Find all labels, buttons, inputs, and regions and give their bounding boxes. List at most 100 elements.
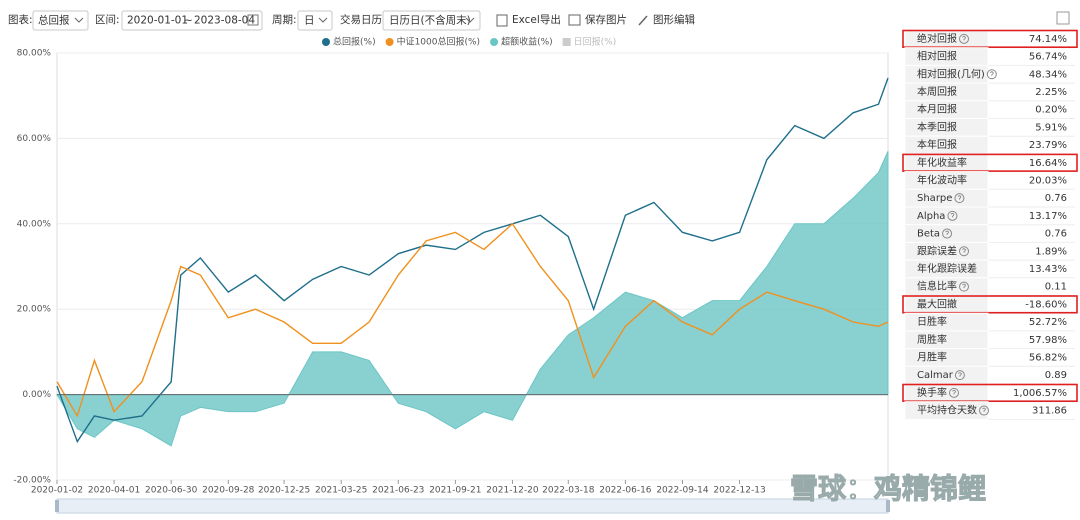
calendar-value[interactable]: 日历日(不含周末): [389, 14, 471, 27]
metric-value: 56.82%: [1029, 352, 1067, 363]
legend: 总回报(%) 中证1000总回报(%) 超额收益(%) 日回报(%): [322, 36, 616, 48]
metric-label: Calmar: [917, 370, 954, 381]
period-value[interactable]: 日: [304, 15, 315, 27]
save-image[interactable]: 保存图片: [585, 13, 627, 26]
chart-select[interactable]: [32, 10, 89, 31]
help-icon[interactable]: [942, 228, 953, 239]
help-icon[interactable]: [986, 69, 997, 80]
legend-label[interactable]: 日回报(%): [574, 36, 617, 48]
help-mark: [962, 283, 966, 289]
metric-value: 16.64%: [1029, 158, 1067, 169]
x-tick-label: 2020-12-25: [258, 486, 310, 496]
metric-value: 48.34%: [1029, 69, 1067, 80]
legend-swatch[interactable]: [562, 38, 571, 46]
metric-label: 最大回撤: [917, 297, 957, 310]
metric-label: 本月回报: [917, 103, 957, 116]
metric-label: 跟踪误差: [917, 244, 957, 257]
edit-chart[interactable]: 图形编辑: [653, 13, 695, 26]
metric-value: 1.89%: [1035, 246, 1067, 257]
metric-value: 23.79%: [1029, 140, 1067, 151]
date-range[interactable]: [121, 10, 263, 31]
y-tick-label: 80.00%: [17, 49, 52, 59]
metrics-panel: 绝对回报 74.14% 相对回报 56.74% 相对回报(几何) 48.34% 本周回报 2.…: [902, 29, 1078, 420]
calendar-label: 交易日历:: [340, 13, 386, 26]
legend-label[interactable]: 中证1000总回报(%): [397, 36, 480, 48]
y-tick-label: 40.00%: [17, 219, 52, 229]
help-icon[interactable]: [947, 210, 958, 221]
metric-value: 74.14%: [1029, 34, 1067, 45]
start-date[interactable]: 2020-01-01: [127, 15, 188, 27]
metric-value: 0.20%: [1035, 105, 1067, 116]
help-icon[interactable]: [979, 405, 989, 416]
chart-label: 图表:: [8, 13, 33, 26]
legend-swatch[interactable]: [385, 38, 394, 46]
image-icon[interactable]: [568, 14, 581, 26]
metric-label: 年化跟踪误差: [917, 262, 977, 275]
metric-value: 56.74%: [1029, 52, 1067, 63]
metric-label: 相对回报(几何): [917, 67, 985, 80]
period-select[interactable]: [297, 10, 333, 31]
metric-value: 0.76: [1045, 229, 1067, 240]
help-icon[interactable]: [949, 387, 959, 398]
expand-icon[interactable]: [1056, 11, 1070, 25]
help-mark: [962, 248, 966, 253]
calendar-select[interactable]: [382, 10, 481, 31]
highlight-box: [902, 295, 1078, 314]
metric-label: 年化波动率: [917, 173, 967, 186]
series-line: [56, 222, 889, 418]
x-tick-label: 2022-09-14: [656, 486, 709, 496]
calendar-icon[interactable]: [247, 14, 259, 26]
range-slider[interactable]: [56, 498, 889, 514]
metric-value: -18.60%: [1025, 299, 1067, 310]
help-icon[interactable]: [959, 33, 969, 44]
metric-value: 2.25%: [1035, 87, 1067, 98]
legend-swatch[interactable]: [322, 38, 330, 46]
help-mark: [989, 71, 994, 76]
help-mark: [958, 372, 962, 377]
x-tick-label: 2020-09-28: [202, 486, 255, 496]
help-icon[interactable]: [954, 193, 965, 204]
help-icon[interactable]: [959, 246, 969, 257]
series-line: [56, 77, 889, 444]
chevron: [318, 17, 328, 23]
help-mark: [982, 407, 986, 413]
metric-label: 日胜率: [917, 315, 947, 328]
x-tick-label: 2020-01-02: [31, 486, 83, 496]
slider-handle[interactable]: [55, 500, 59, 512]
metric-label: Beta: [917, 229, 940, 240]
help-icon[interactable]: [954, 370, 965, 381]
help-mark: [957, 195, 962, 200]
x-tick-label: 2021-03-25: [315, 486, 367, 496]
watermark: 雪球：鸡精锦鲤: [790, 472, 986, 505]
legend-swatch[interactable]: [490, 38, 499, 46]
metric-label: 本季回报: [917, 120, 957, 133]
metric-value: 0.11: [1045, 282, 1067, 293]
metric-label: 本周回报: [917, 85, 957, 98]
metric-value: 0.89: [1045, 370, 1067, 381]
metric-label: 周胜率: [917, 333, 947, 346]
slider-handle[interactable]: [886, 500, 890, 512]
help-mark: [952, 389, 956, 395]
x-tick-label: 2022-12-13: [713, 486, 765, 496]
legend-label[interactable]: 总回报(%): [333, 36, 376, 48]
excel-icon[interactable]: [496, 14, 508, 27]
metric-value: 311.86: [1032, 406, 1067, 417]
metric-value: 13.43%: [1029, 264, 1067, 275]
help-icon[interactable]: [959, 281, 969, 292]
excess-area: [56, 151, 889, 447]
edit-icon[interactable]: [638, 15, 648, 26]
end-date[interactable]: 2023-08-04: [194, 15, 255, 27]
x-tick-label: 2020-06-30: [145, 486, 198, 496]
metric-value: 1,006.57%: [1013, 388, 1067, 399]
metric-label: 本年回报: [917, 138, 957, 151]
period-label: 周期:: [272, 14, 297, 26]
excel-export[interactable]: Excel导出: [512, 13, 561, 26]
metric-label: 相对回报: [917, 50, 957, 63]
legend-label[interactable]: 超额收益(%): [501, 36, 553, 48]
metric-label: 信息比率: [917, 280, 957, 293]
chart-select-value[interactable]: 总回报: [38, 14, 70, 27]
metric-label: Alpha: [917, 211, 945, 222]
x-tick-label: 2022-06-16: [599, 486, 652, 496]
help-mark: [950, 212, 955, 218]
